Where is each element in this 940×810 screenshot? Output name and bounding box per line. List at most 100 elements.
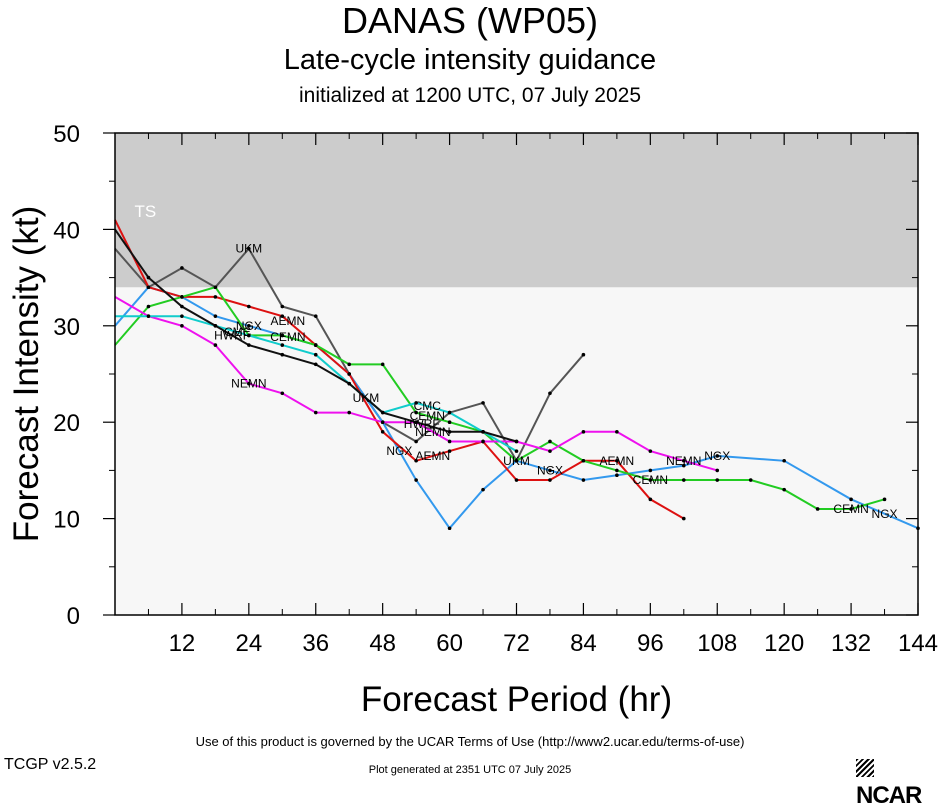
x-tick-label: 120 bbox=[764, 630, 804, 657]
series-point-hwrf bbox=[146, 275, 151, 280]
series-point-ukm bbox=[481, 401, 485, 405]
series-point-nemn bbox=[380, 420, 385, 425]
chart-title: DANAS (WP05) bbox=[341, 0, 599, 41]
ncar-logo: NCAR bbox=[856, 754, 940, 810]
series-label-ukm: UKM bbox=[353, 391, 380, 405]
series-line-aemn bbox=[114, 219, 685, 520]
y-tick-label: 20 bbox=[53, 410, 80, 437]
series-point-cemn bbox=[146, 304, 151, 309]
series-point-hwrf bbox=[213, 324, 218, 328]
series-point-nemn bbox=[313, 410, 318, 415]
y-tick-label: 50 bbox=[53, 121, 80, 148]
intensity-band-ts bbox=[115, 133, 918, 288]
series-point-nemn bbox=[180, 324, 184, 328]
series-point-ngx bbox=[581, 478, 586, 482]
series-label-hwrf: HWRF bbox=[214, 328, 250, 342]
series-point-ngx bbox=[681, 463, 686, 468]
series-label-nemn: NEMN bbox=[415, 425, 450, 439]
series-point-cemn bbox=[380, 362, 385, 367]
x-tick-label: 48 bbox=[369, 630, 396, 657]
series-point-ukm bbox=[548, 391, 552, 396]
series-point-ngx bbox=[447, 526, 452, 531]
terms-of-use-text: Use of this product is governed by the U… bbox=[195, 734, 745, 749]
series-label-cemn: CEMN bbox=[833, 502, 868, 516]
x-tick-label: 132 bbox=[831, 630, 871, 657]
series-label-aemn: AEMN bbox=[271, 314, 306, 328]
series-point-hwrf bbox=[447, 430, 452, 434]
series-point-cemn bbox=[180, 295, 184, 299]
series-point-nemn bbox=[648, 449, 653, 453]
series-point-ngx bbox=[213, 314, 218, 318]
version-label: TCGP v2.5.2 bbox=[4, 756, 97, 773]
series-point-cemn bbox=[347, 362, 352, 367]
x-tick-label: 144 bbox=[898, 630, 938, 657]
series-point-nemn bbox=[615, 430, 619, 434]
x-tick-label: 24 bbox=[235, 630, 262, 657]
series-point-cemn bbox=[681, 478, 686, 482]
init-time-label: initialized at 1200 UTC, 07 July 2025 bbox=[298, 84, 642, 107]
series-point-ukm bbox=[313, 314, 318, 318]
series-point-hwrf bbox=[347, 381, 352, 386]
series-point-nemn bbox=[347, 410, 352, 415]
series-point-cmc bbox=[247, 333, 251, 338]
series-point-nemn bbox=[715, 468, 720, 473]
series-point-cemn bbox=[715, 478, 720, 482]
series-label-aemn: AEMN bbox=[600, 454, 635, 468]
series-point-ukm bbox=[581, 352, 586, 357]
series-point-nemn bbox=[447, 439, 452, 444]
series-label-nemn: NEMN bbox=[666, 454, 701, 468]
series-point-ukm bbox=[414, 439, 418, 444]
x-tick-label: 84 bbox=[570, 630, 597, 657]
series-point-hwrf bbox=[514, 439, 519, 444]
series-label-cmc: CMC bbox=[224, 325, 252, 339]
series-label-ngx: NGX bbox=[386, 444, 412, 458]
series-point-cemn bbox=[280, 333, 285, 338]
x-tick-label: 36 bbox=[302, 630, 329, 657]
series-point-cemn bbox=[581, 458, 586, 463]
series-point-nemn bbox=[280, 391, 285, 396]
series-label-cemn: CEMN bbox=[633, 473, 668, 487]
series-point-cemn bbox=[648, 478, 653, 482]
series-point-cmc bbox=[280, 343, 285, 347]
series-point-nemn bbox=[581, 430, 586, 434]
series-label-aemn: AEMN bbox=[416, 449, 451, 463]
series-point-aemn bbox=[247, 304, 251, 309]
series-point-ngx bbox=[782, 458, 786, 463]
plot-frame bbox=[114, 132, 919, 616]
series-point-cemn bbox=[514, 458, 519, 463]
series-point-cemn bbox=[782, 487, 786, 492]
series-point-hwrf bbox=[247, 343, 251, 347]
series-point-hwrf bbox=[481, 430, 485, 434]
series-point-cemn bbox=[615, 468, 619, 473]
series-point-cemn bbox=[815, 507, 820, 511]
series-point-hwrf bbox=[313, 362, 318, 367]
series-point-cemn bbox=[213, 285, 218, 290]
series-point-ukm bbox=[180, 266, 184, 270]
series-point-ngx bbox=[548, 468, 552, 473]
series-point-cemn bbox=[414, 410, 418, 415]
series-label-cemn: CEMN bbox=[410, 409, 445, 423]
x-tick-label: 96 bbox=[637, 630, 664, 657]
y-tick-label: 30 bbox=[53, 314, 80, 341]
series-label-ngx: NGX bbox=[236, 319, 262, 333]
series-point-aemn bbox=[681, 516, 686, 521]
x-tick-label: 72 bbox=[503, 630, 530, 657]
plot-generated-text: Plot generated at 2351 UTC 07 July 2025 bbox=[368, 764, 572, 776]
series-point-cmc bbox=[447, 410, 452, 415]
series-label-ngx: NGX bbox=[704, 449, 730, 463]
series-point-hwrf bbox=[414, 420, 418, 425]
series-point-hwrf bbox=[380, 410, 385, 415]
series-line-cemn bbox=[114, 286, 885, 510]
series-point-ukm bbox=[247, 246, 251, 251]
x-tick-label: 60 bbox=[436, 630, 463, 657]
series-point-ukm bbox=[280, 304, 285, 309]
y-tick-label: 0 bbox=[67, 603, 80, 630]
series-point-hwrf bbox=[180, 304, 184, 309]
intensity-chart: TS UKM UKM UKM NGX NGX NGX NGX NGX AEMN AEMN AEMN CE… bbox=[7, 121, 938, 719]
y-tick-label: 40 bbox=[53, 217, 80, 244]
series-point-cemn bbox=[882, 497, 887, 502]
series-point-cmc bbox=[146, 314, 151, 318]
series-label-cmc: CMC bbox=[414, 399, 442, 413]
x-tick-label: 12 bbox=[169, 630, 196, 657]
series-point-cemn bbox=[548, 439, 552, 444]
